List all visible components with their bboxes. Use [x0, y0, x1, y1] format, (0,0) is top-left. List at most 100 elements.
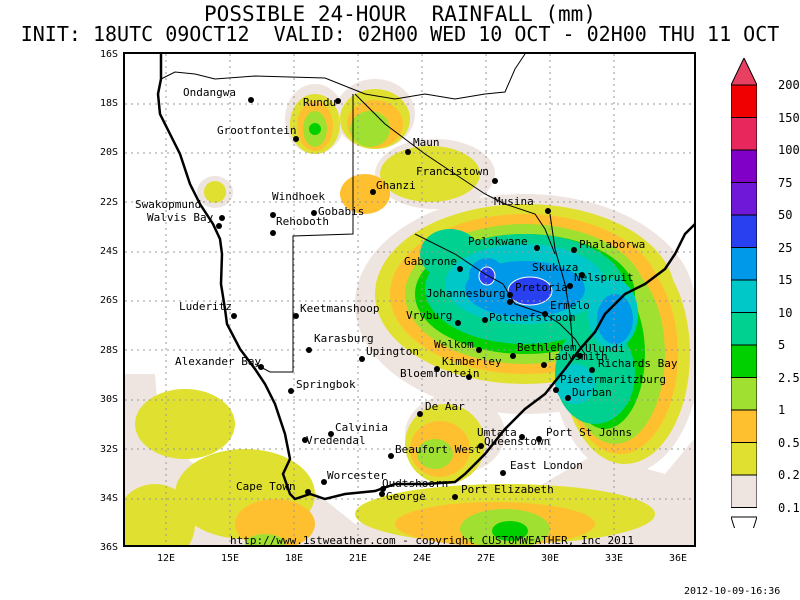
legend-swatch — [731, 409, 757, 443]
city-marker-icon — [258, 364, 264, 370]
legend-swatch — [731, 312, 757, 346]
legend-label: 75 — [778, 175, 793, 190]
city-marker-icon — [370, 189, 376, 195]
lon-label: 27E — [476, 553, 496, 564]
city-label: Grootfontein — [217, 124, 297, 137]
city-label: Alexander Bay — [175, 355, 262, 368]
city-label: Gaborone — [404, 255, 457, 268]
lat-label: 32S — [99, 444, 118, 455]
city-label: Queenstown — [484, 435, 551, 448]
city-label: Bethlehem — [517, 341, 577, 354]
legend-label: 10 — [778, 305, 793, 320]
lat-label: 18S — [99, 98, 118, 109]
city-marker-icon — [492, 178, 498, 184]
legend-label: 100 — [778, 143, 800, 157]
city-marker-icon — [534, 245, 540, 251]
lon-label: 30E — [540, 553, 560, 564]
city-marker-icon — [457, 266, 463, 272]
legend-swatch — [731, 84, 757, 118]
legend-label: 50 — [778, 208, 793, 222]
legend-bottom-arrow-icon — [731, 516, 757, 528]
city-label: Musina — [494, 195, 534, 208]
city-marker-icon — [321, 479, 327, 485]
city-label: Port Elizabeth — [461, 483, 554, 496]
city-label: Cape Town — [236, 480, 296, 493]
city-label: George — [386, 490, 426, 503]
city-marker-icon — [305, 489, 311, 495]
city-label: Keetmanshoop — [300, 302, 380, 315]
city-marker-icon — [579, 272, 585, 278]
legend-top-arrow-icon — [731, 58, 757, 86]
city-label: Karasburg — [314, 332, 374, 345]
legend-label: 0.1 — [778, 500, 800, 515]
city-label: Swakopmund — [135, 198, 202, 211]
lon-label: 36E — [668, 553, 688, 564]
city-label: De Aar — [425, 400, 465, 413]
city-marker-icon — [288, 388, 294, 394]
city-marker-icon — [565, 395, 571, 401]
city-label: Springbok — [296, 378, 356, 391]
legend-swatch — [731, 377, 757, 411]
city-marker-icon — [359, 356, 365, 362]
city-marker-icon — [507, 292, 513, 298]
legend-label: 200 — [778, 78, 800, 92]
city-marker-icon — [553, 387, 559, 393]
lat-label: 26S — [99, 295, 118, 306]
city-label: Calvinia — [335, 421, 388, 434]
city-label: Gobabis — [318, 205, 365, 218]
city-marker-icon — [231, 313, 237, 319]
lon-label: 21E — [348, 553, 368, 564]
city-label: Vredendal — [306, 434, 366, 447]
lat-label: 28S — [99, 345, 118, 356]
city-marker-icon — [248, 97, 254, 103]
city-label: Welkom — [434, 338, 474, 351]
lat-label: 34S — [99, 493, 118, 504]
legend-swatch — [731, 149, 757, 183]
city-label: Richards Bay — [598, 357, 678, 370]
city-marker-icon — [219, 215, 225, 221]
lon-label: 33E — [604, 553, 624, 564]
legend-label: 15 — [778, 273, 793, 287]
lon-label: 15E — [220, 553, 240, 564]
city-marker-icon — [455, 320, 461, 326]
lat-label: 22S — [99, 197, 118, 208]
city-marker-icon — [577, 353, 583, 359]
generation-timestamp: 2012-10-09-16:36 — [684, 586, 781, 597]
city-marker-icon — [507, 299, 513, 305]
city-label: Umtata — [477, 426, 517, 439]
city-marker-icon — [405, 149, 411, 155]
map-subtitle-validity: INIT: 18UTC 09OCT12 VALID: 02H00 WED 10 … — [20, 22, 780, 46]
legend-swatch — [731, 117, 757, 151]
lat-label: 16S — [99, 49, 118, 60]
city-marker-icon — [270, 230, 276, 236]
city-label: Upington — [366, 345, 419, 358]
legend-label: 2.5 — [778, 370, 800, 385]
city-label: Johannesburg — [426, 287, 506, 300]
city-marker-icon — [466, 374, 472, 380]
city-label: Nelspruit — [574, 271, 634, 284]
city-label: Kimberley — [442, 355, 502, 368]
city-label: East London — [510, 459, 583, 472]
lon-label: 12E — [156, 553, 176, 564]
city-marker-icon — [545, 208, 551, 214]
city-marker-icon — [476, 347, 482, 353]
city-label: Windhoek — [272, 190, 325, 203]
city-marker-icon — [434, 366, 440, 372]
legend-label: 0.2 — [778, 468, 800, 482]
legend-label: 0.5 — [778, 435, 800, 450]
lon-label: 24E — [412, 553, 432, 564]
city-marker-icon — [379, 491, 385, 497]
legend-swatch — [731, 214, 757, 248]
legend-swatch — [731, 442, 757, 476]
city-label: Luderitz — [179, 300, 232, 313]
rainfall-map — [123, 52, 696, 547]
city-marker-icon — [311, 210, 317, 216]
city-marker-icon — [388, 453, 394, 459]
city-marker-icon — [500, 470, 506, 476]
legend-label: 25 — [778, 240, 793, 255]
lat-label: 20S — [99, 147, 118, 158]
city-marker-icon — [270, 212, 276, 218]
city-marker-icon — [417, 411, 423, 417]
city-marker-icon — [335, 98, 341, 104]
legend-swatch — [731, 182, 757, 216]
